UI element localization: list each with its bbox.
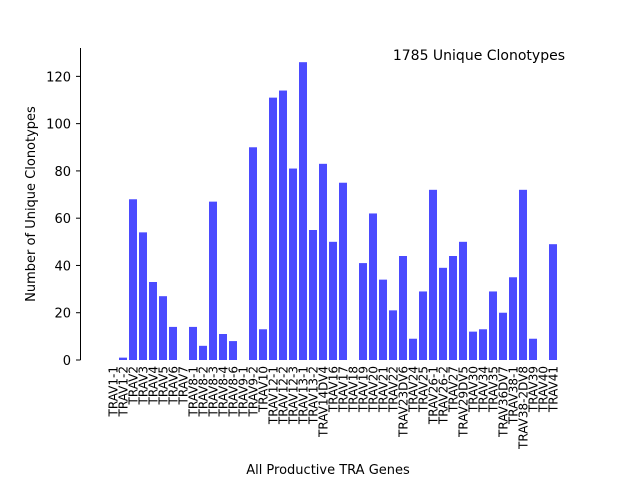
x-axis-label: All Productive TRA Genes	[246, 463, 410, 478]
bar-trav12-2	[279, 90, 287, 360]
bar-trav1-2	[119, 357, 127, 360]
bar-trav35	[489, 291, 497, 360]
chart-annotation: 1785 Unique Clonotypes	[393, 48, 565, 64]
bar-trav8-1	[189, 326, 197, 360]
x-tick-label: TRAV1-2	[117, 366, 131, 417]
bar-trav29dv5	[459, 241, 467, 360]
bar-trav14dv4	[319, 163, 327, 360]
x-tick-label: TRAV26-1	[427, 366, 441, 425]
bar-trav13-1	[299, 62, 307, 360]
bar-trav12-3	[289, 168, 297, 360]
bar-trav27	[449, 256, 457, 360]
x-tick-label: TRAV35	[487, 366, 501, 413]
bar-trav26-2	[439, 267, 447, 360]
x-tick-label: TRAV22	[387, 366, 401, 413]
bar-trav34	[479, 329, 487, 360]
y-tick-label: 60	[54, 212, 71, 227]
bar-trav5	[159, 296, 167, 360]
x-tick-label: TRAV8-2	[197, 366, 211, 417]
x-tick-label: TRAV13-1	[297, 366, 311, 425]
x-tick-label: TRAV9-2	[247, 366, 261, 417]
x-tick-label: TRAV36DV7	[497, 366, 511, 438]
bar-trav22	[389, 310, 397, 360]
x-tick-label: TRAV17	[337, 366, 351, 413]
y-tick-label: 40	[54, 259, 71, 274]
bar-trav36dv7	[499, 312, 507, 360]
x-tick-label: TRAV16	[327, 366, 341, 413]
y-tick-label: 100	[46, 118, 71, 133]
bar-trav9-2	[249, 147, 257, 360]
bars	[119, 62, 557, 361]
y-tick-label: 0	[63, 354, 71, 369]
x-tick-label: TRAV10	[257, 366, 271, 413]
x-tick-label: TRAV5	[157, 366, 171, 405]
bar-trav20	[369, 213, 377, 360]
x-tick-label: TRAV26-2	[437, 366, 451, 425]
x-tick-label: TRAV8-3	[207, 366, 221, 417]
x-tick-label: TRAV40	[537, 366, 551, 413]
x-tick-label: TRAV30	[467, 366, 481, 413]
x-tick-label: TRAV12-2	[277, 366, 291, 425]
x-tick-label: TRAV6	[167, 366, 181, 405]
x-tick-label: TRAV12-3	[287, 366, 301, 425]
x-tick-label: TRAV4	[147, 366, 161, 405]
x-tick-label: TRAV21	[377, 366, 391, 413]
x-tick-label: TRAV23DV6	[397, 366, 411, 438]
x-tick-label: TRAV13-2	[307, 366, 321, 425]
x-tick-label: TRAV14DV4	[317, 366, 331, 438]
x-tick-label: TRAV3	[137, 366, 151, 405]
bar-trav16	[329, 241, 337, 360]
y-axis: 0 20 40 60 80 100 120	[46, 48, 81, 369]
x-tick-label: TRAV9-1	[237, 366, 251, 417]
bar-trav10	[259, 329, 267, 360]
bar-trav26-1	[429, 189, 437, 360]
x-tick-label: TRAV8-4	[217, 366, 231, 417]
bar-trav38-1	[509, 277, 517, 360]
bar-trav19	[359, 263, 367, 360]
bar-trav41	[549, 244, 557, 360]
x-tick-label: TRAV20	[367, 366, 381, 413]
x-tick-label: TRAV41	[547, 366, 561, 413]
x-tick-label: TRAV38-2DV8	[517, 366, 531, 450]
bar-trav13-2	[309, 230, 317, 360]
y-axis-label: Number of Unique Clonotypes	[24, 106, 39, 302]
bar-trav12-1	[269, 97, 277, 361]
x-tick-label: TRAV1-1	[107, 366, 121, 417]
x-tick-label: TRAV8-1	[187, 366, 201, 417]
bar-trav6	[169, 326, 177, 360]
x-tick-label: TRAV38-1	[507, 366, 521, 425]
bar-trav17	[339, 182, 347, 360]
bar-trav2	[129, 199, 137, 360]
x-tick-label: TRAV25	[417, 366, 431, 413]
x-tick-label: TRAV8-6	[227, 366, 241, 417]
bar-trav4	[149, 282, 157, 360]
y-tick-label: 80	[54, 165, 71, 180]
bar-trav25	[419, 291, 427, 360]
bar-trav38-2dv8	[519, 189, 527, 360]
bar-trav8-4	[219, 334, 227, 360]
bar-trav8-2	[199, 345, 207, 360]
x-tick-label: TRAV27	[447, 366, 461, 413]
bar-trav24	[409, 338, 417, 360]
y-tick-label: 20	[54, 307, 71, 322]
bar-trav23dv6	[399, 256, 407, 360]
bar-trav30	[469, 331, 477, 360]
bar-trav8-3	[209, 201, 217, 360]
y-tick-label: 120	[46, 70, 71, 85]
x-tick-label: TRAV24	[407, 366, 421, 413]
bar-trav39	[529, 338, 537, 360]
x-tick-label: TRAV19	[357, 366, 371, 413]
bar-trav3	[139, 232, 147, 360]
x-tick-label: TRAV2	[127, 366, 141, 405]
x-tick-label: TRAV18	[347, 366, 361, 413]
x-tick-label: TRAV7	[177, 366, 191, 405]
bar-trav8-6	[229, 341, 237, 360]
x-tick-label: TRAV12-1	[267, 366, 281, 425]
x-tick-label: TRAV29DV5	[457, 366, 471, 438]
bar-trav21	[379, 279, 387, 360]
x-axis: TRAV1-1TRAV1-2TRAV2TRAV3TRAV4TRAV5TRAV6T…	[107, 366, 561, 450]
x-tick-label: TRAV39	[527, 366, 541, 413]
x-tick-label: TRAV34	[477, 366, 491, 413]
